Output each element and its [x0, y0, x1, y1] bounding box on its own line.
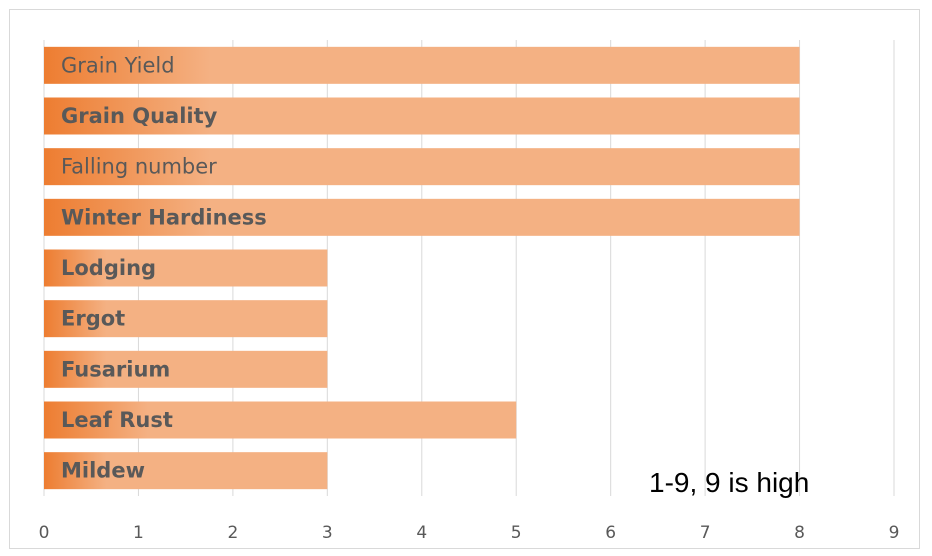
bar: [44, 249, 328, 287]
bar: [44, 401, 517, 439]
bar: [44, 452, 328, 490]
bar-label: Mildew: [61, 459, 145, 483]
bar-label: Grain Quality: [61, 104, 218, 128]
x-tick-label: 1: [133, 523, 144, 543]
bar-label: Grain Yield: [61, 53, 175, 77]
x-tick-label: 5: [511, 523, 522, 543]
bar-label: Leaf Rust: [61, 408, 173, 432]
bars: [44, 46, 800, 490]
bar-label: Fusarium: [61, 357, 170, 381]
bar-label: Lodging: [61, 256, 156, 280]
x-tick-label: 9: [889, 523, 900, 543]
bar: [44, 198, 800, 236]
x-tick-label: 8: [794, 523, 805, 543]
bar: [44, 148, 800, 186]
bar-label: Winter Hardiness: [61, 205, 267, 229]
x-tick-label: 4: [416, 523, 427, 543]
x-tick-label: 7: [700, 523, 711, 543]
x-axis-ticks: 0 1 2 3 4 5 6 7 8 9: [39, 523, 900, 543]
x-tick-label: 3: [322, 523, 333, 543]
category-labels: Grain Yield Grain Quality Falling number Wi…: [61, 53, 267, 482]
bar: [44, 97, 800, 135]
bar: [44, 350, 328, 388]
x-tick-label: 0: [39, 523, 50, 543]
bar-label: Ergot: [61, 307, 125, 331]
bar: [44, 300, 328, 338]
bar: [44, 46, 800, 84]
x-tick-label: 6: [605, 523, 616, 543]
bar-label: Falling number: [61, 155, 217, 179]
scale-note: 1-9, 9 is high: [649, 467, 809, 498]
x-tick-label: 2: [227, 523, 238, 543]
